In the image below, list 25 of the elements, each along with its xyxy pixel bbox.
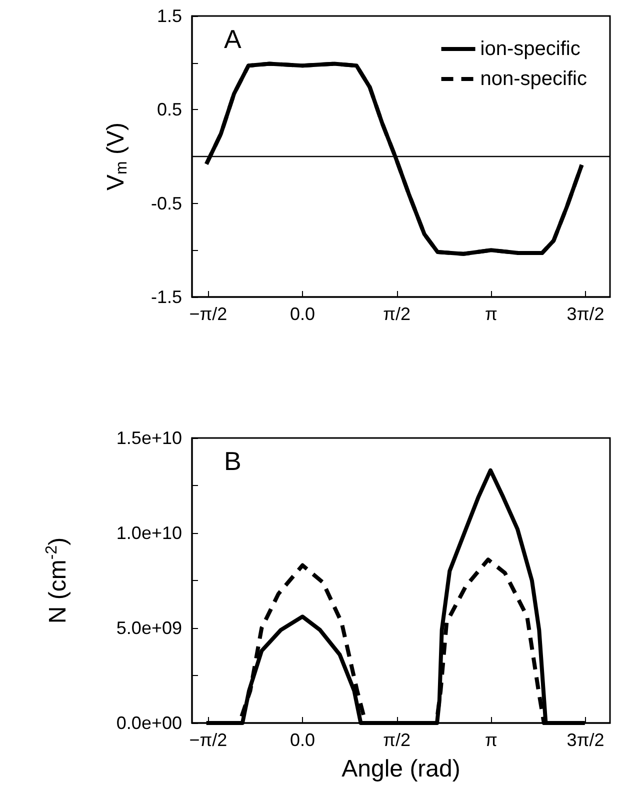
y-tick-label: 1.5e+10 xyxy=(116,428,182,448)
x-tick-label: π/2 xyxy=(383,730,411,750)
x-tick-label: 0.0 xyxy=(290,730,316,750)
annotation: A xyxy=(224,24,242,54)
y-tick-label: 5.0e+09 xyxy=(116,618,182,638)
x-tick-label: 3π/2 xyxy=(566,730,604,750)
x-tick-label: −π/2 xyxy=(189,304,228,324)
y-tick-label: -1.5 xyxy=(150,287,182,307)
x-tick-label: −π/2 xyxy=(189,730,228,750)
annotation: B xyxy=(224,446,242,476)
y-axis-title: Vm (V) xyxy=(102,122,130,190)
legend-label: ion-specific xyxy=(480,38,580,60)
x-axis-title: Angle (rad) xyxy=(342,756,460,782)
y-tick-label: 1.5 xyxy=(156,6,182,26)
y-tick-label: 0.0e+00 xyxy=(116,713,182,733)
y-tick-label: -0.5 xyxy=(150,193,182,214)
x-tick-label: π/2 xyxy=(383,304,411,324)
legend-label: non-specific xyxy=(480,68,587,90)
x-tick-label: 0.0 xyxy=(290,304,316,324)
y-tick-label: 1.0e+10 xyxy=(116,523,182,543)
y-tick-label: 0.5 xyxy=(156,100,182,120)
x-tick-label: π xyxy=(484,730,498,750)
x-tick-label: 3π/2 xyxy=(566,304,604,324)
y-axis-title: N (cm-2) xyxy=(44,537,72,624)
x-tick-label: π xyxy=(484,304,498,324)
